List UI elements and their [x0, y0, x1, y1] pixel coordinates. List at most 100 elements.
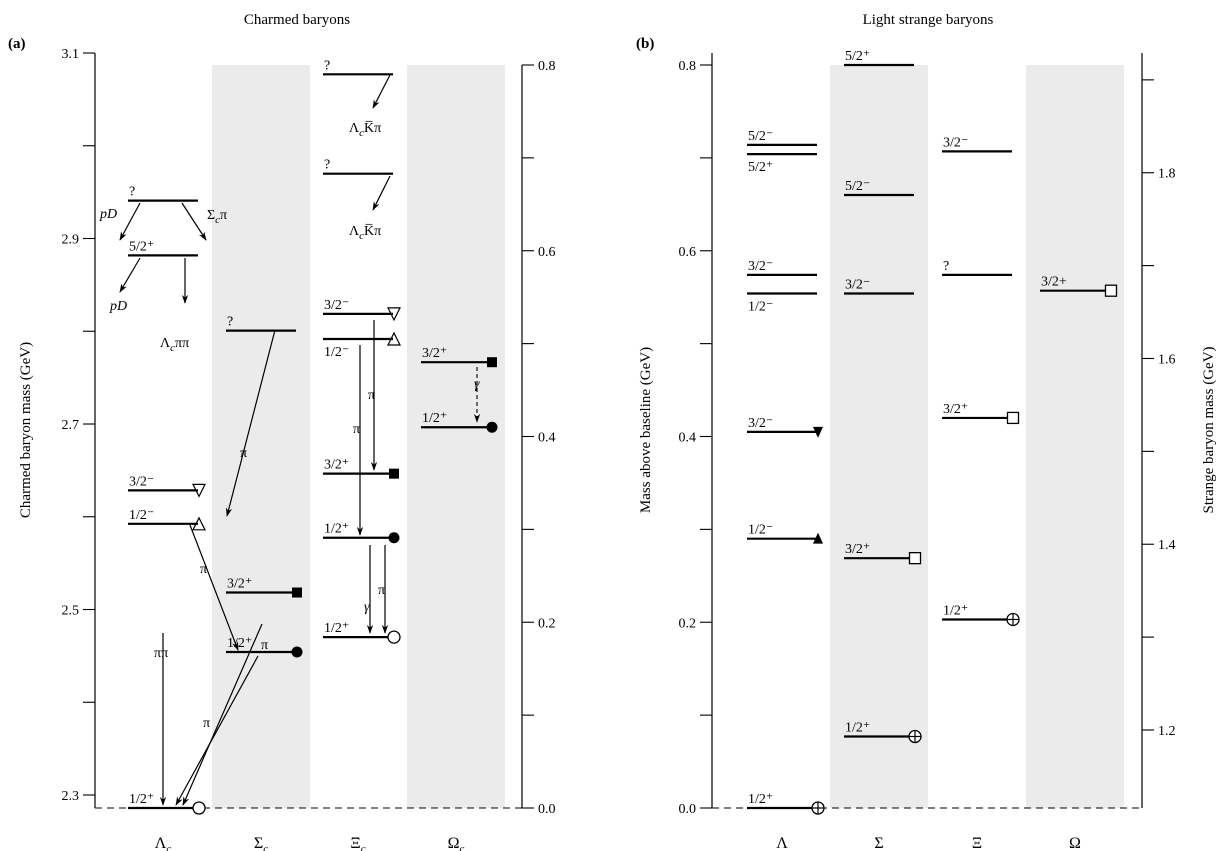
level-marker-nabla	[387, 307, 401, 322]
level-label: 1/2⁺	[129, 792, 154, 807]
left-axis-title: Mass above baseline (GeV)	[638, 347, 654, 513]
left-tick-label: 2.3	[62, 789, 80, 804]
level-label: 1/2⁻	[748, 523, 773, 538]
level-label: 1/2⁺	[943, 603, 968, 618]
level-label: 3/2⁺	[422, 346, 447, 361]
left-tick-label: 0.2	[679, 616, 697, 631]
column-label: Ξ	[972, 835, 982, 851]
level-label: 5/2⁺	[748, 160, 773, 175]
decay-label: γ	[364, 600, 370, 615]
right-tick-label: 0.8	[538, 59, 556, 74]
level-marker-square-filled	[487, 357, 497, 368]
right-tick-label: 1.6	[1158, 352, 1176, 367]
level-label: 5/2⁻	[845, 179, 870, 194]
panel-b: 0.0 0.2 0.4 0.6 0.8 1.2 1.4 1.6 1.8 Λ Σ Ξ Ω Light str…	[636, 12, 1217, 851]
decay-label: π	[353, 422, 360, 437]
decay-label: π	[200, 562, 207, 577]
decay-arrow	[175, 655, 259, 806]
decay-arrow	[119, 257, 141, 293]
left-tick-label: 0.0	[679, 802, 697, 817]
decay-arrow	[189, 524, 239, 651]
left-tick-label: 2.5	[62, 604, 80, 619]
level-label: 1/2⁺	[748, 792, 773, 807]
left-tick-label: 2.7	[62, 418, 80, 433]
shaded-column	[407, 65, 505, 808]
decay-arrow	[225, 329, 276, 517]
level-label: 3/2⁺	[943, 402, 968, 417]
right-axis-title: Strange baryon mass (GeV)	[1201, 346, 1217, 513]
right-tick-label: 0.2	[538, 616, 556, 631]
level-label: 1/2⁻	[129, 508, 154, 523]
column-label: Σc	[254, 835, 268, 851]
panel-title: Light strange baryons	[863, 12, 994, 28]
decay-arrow	[182, 623, 263, 806]
level-label: 3/2+	[1041, 275, 1067, 290]
level-label: 1/2⁺	[845, 720, 870, 735]
decay-label: pD	[99, 207, 117, 222]
level-label: ?	[324, 158, 330, 173]
panel-a: 2.3 2.5 2.7 2.9 3.1 0.0 0.2 0.4 0.6 0.8 Λc Σc Ξc Ωc Ch…	[8, 12, 556, 851]
left-tick-label: 0.4	[679, 431, 697, 446]
level-label: 3/2⁺	[324, 458, 349, 473]
decay-label: ΛcK̅π	[349, 224, 381, 242]
level-marker-square-open	[1104, 284, 1118, 297]
level-label: 1/2⁻	[324, 345, 349, 360]
level-label: ?	[227, 315, 233, 330]
decay-label: π	[261, 638, 268, 653]
level-label: 3/2⁻	[943, 135, 968, 150]
right-tick-label: 0.6	[538, 245, 556, 260]
decay-label: Σcπ	[207, 208, 227, 226]
decay-label: π	[240, 446, 247, 461]
level-label: 3/2⁺	[845, 542, 870, 557]
level-marker-delta	[387, 331, 401, 346]
level-marker-delta	[192, 516, 206, 531]
level-marker-square-open	[1006, 411, 1020, 425]
shaded-column	[1026, 65, 1124, 808]
right-tick-label: 1.2	[1158, 724, 1176, 739]
left-tick-label: 3.1	[62, 47, 80, 62]
level-label: ?	[324, 58, 330, 73]
level-marker-nabla	[192, 483, 206, 498]
column-label: Ω	[1069, 835, 1081, 851]
level-label: 5/2⁻	[748, 129, 773, 144]
level-label: 1/2⁻	[748, 299, 773, 314]
column-label: Λc	[155, 835, 172, 851]
level-label: 3/2⁺	[227, 577, 252, 592]
decay-label: π	[203, 716, 210, 731]
left-tick-label: 0.8	[679, 59, 697, 74]
decay-label: ΛcK̅π	[349, 121, 381, 139]
decay-label: pD	[109, 299, 127, 314]
column-label: Λ	[776, 835, 788, 851]
level-marker-square-filled	[389, 468, 399, 479]
level-marker-circle-filled	[486, 421, 498, 433]
decay-arrow	[181, 202, 207, 241]
left-tick-label: 2.9	[62, 233, 80, 248]
level-label: 5/2⁺	[129, 239, 154, 254]
right-tick-label: 1.8	[1158, 167, 1176, 182]
level-label: 1/2⁺	[227, 636, 252, 651]
decay-arrow	[119, 202, 141, 241]
panel-title: Charmed baryons	[244, 12, 350, 28]
level-marker-circle-open	[192, 801, 206, 815]
level-label: ?	[943, 259, 949, 274]
decay-label: ππ	[154, 646, 168, 661]
left-axis-title: Charmed baryon mass (GeV)	[18, 342, 34, 518]
decay-label: π	[368, 388, 375, 403]
level-label: ?	[129, 185, 135, 200]
decay-arrow	[372, 175, 391, 211]
column-label: Ξc	[350, 835, 365, 851]
level-label: 3/2⁻	[748, 416, 773, 431]
decay-arrow	[372, 74, 391, 109]
right-tick-label: 0.4	[538, 431, 556, 446]
level-label: 1/2⁺	[422, 411, 447, 426]
level-label: 3/2⁻	[324, 298, 349, 313]
level-label: 3/2⁻	[748, 259, 773, 274]
right-tick-label: 0.0	[538, 802, 556, 817]
level-label: 1/2⁺	[324, 621, 349, 636]
decay-label: γ	[474, 377, 480, 392]
level-marker-circle-filled	[388, 532, 400, 544]
level-label: 3/2⁻	[845, 277, 870, 292]
column-label: Ωc	[448, 835, 465, 851]
level-marker-triangle-down-filled	[813, 426, 823, 438]
shaded-column	[212, 65, 310, 808]
